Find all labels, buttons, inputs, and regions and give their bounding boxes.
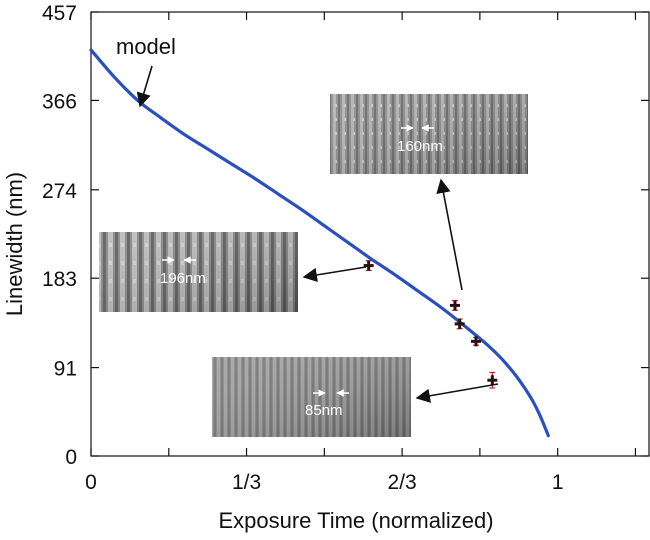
data-point xyxy=(363,260,374,272)
plot-frame xyxy=(90,11,650,457)
x-tick-label: 2/3 xyxy=(388,471,417,494)
sem-label-160nm: 160nm xyxy=(397,138,443,155)
y-axis-label: Linewidth (nm) xyxy=(2,172,27,316)
y-tick-label: 183 xyxy=(42,268,77,291)
data-point xyxy=(471,336,481,347)
sem-label-85nm: 85nm xyxy=(305,402,343,419)
callout-arrow-160nm xyxy=(436,178,463,291)
annotation-model: model xyxy=(116,34,176,59)
series-line-model xyxy=(89,48,550,438)
y-tick-label: 366 xyxy=(42,90,77,113)
callout-arrow-196nm xyxy=(302,266,367,283)
data-points xyxy=(363,260,498,389)
y-tick-label: 274 xyxy=(42,180,77,203)
callout-arrow-model xyxy=(136,65,153,108)
y-tick-label: 0 xyxy=(65,446,77,469)
sem-inset-160nm: 160nm xyxy=(330,94,528,174)
y-tick-label: 457 xyxy=(42,2,77,25)
callout-arrow-85nm xyxy=(415,383,499,403)
x-tick-label: 1/3 xyxy=(232,471,261,494)
x-axis-ticks: 0 1/3 2/3 1 xyxy=(85,12,637,494)
sem-inset-85nm: 85nm xyxy=(212,357,411,437)
sem-label-196nm: 196nm xyxy=(160,270,206,287)
y-axis-ticks: 0 91 183 274 366 457 xyxy=(42,2,649,469)
data-point xyxy=(454,318,465,330)
sem-inset-196nm: 196nm xyxy=(99,232,298,312)
x-tick-label: 0 xyxy=(85,471,97,494)
x-tick-label: 1 xyxy=(552,471,564,494)
x-axis-label: Exposure Time (normalized) xyxy=(218,508,493,533)
y-tick-label: 91 xyxy=(54,358,77,381)
data-point xyxy=(450,299,460,311)
